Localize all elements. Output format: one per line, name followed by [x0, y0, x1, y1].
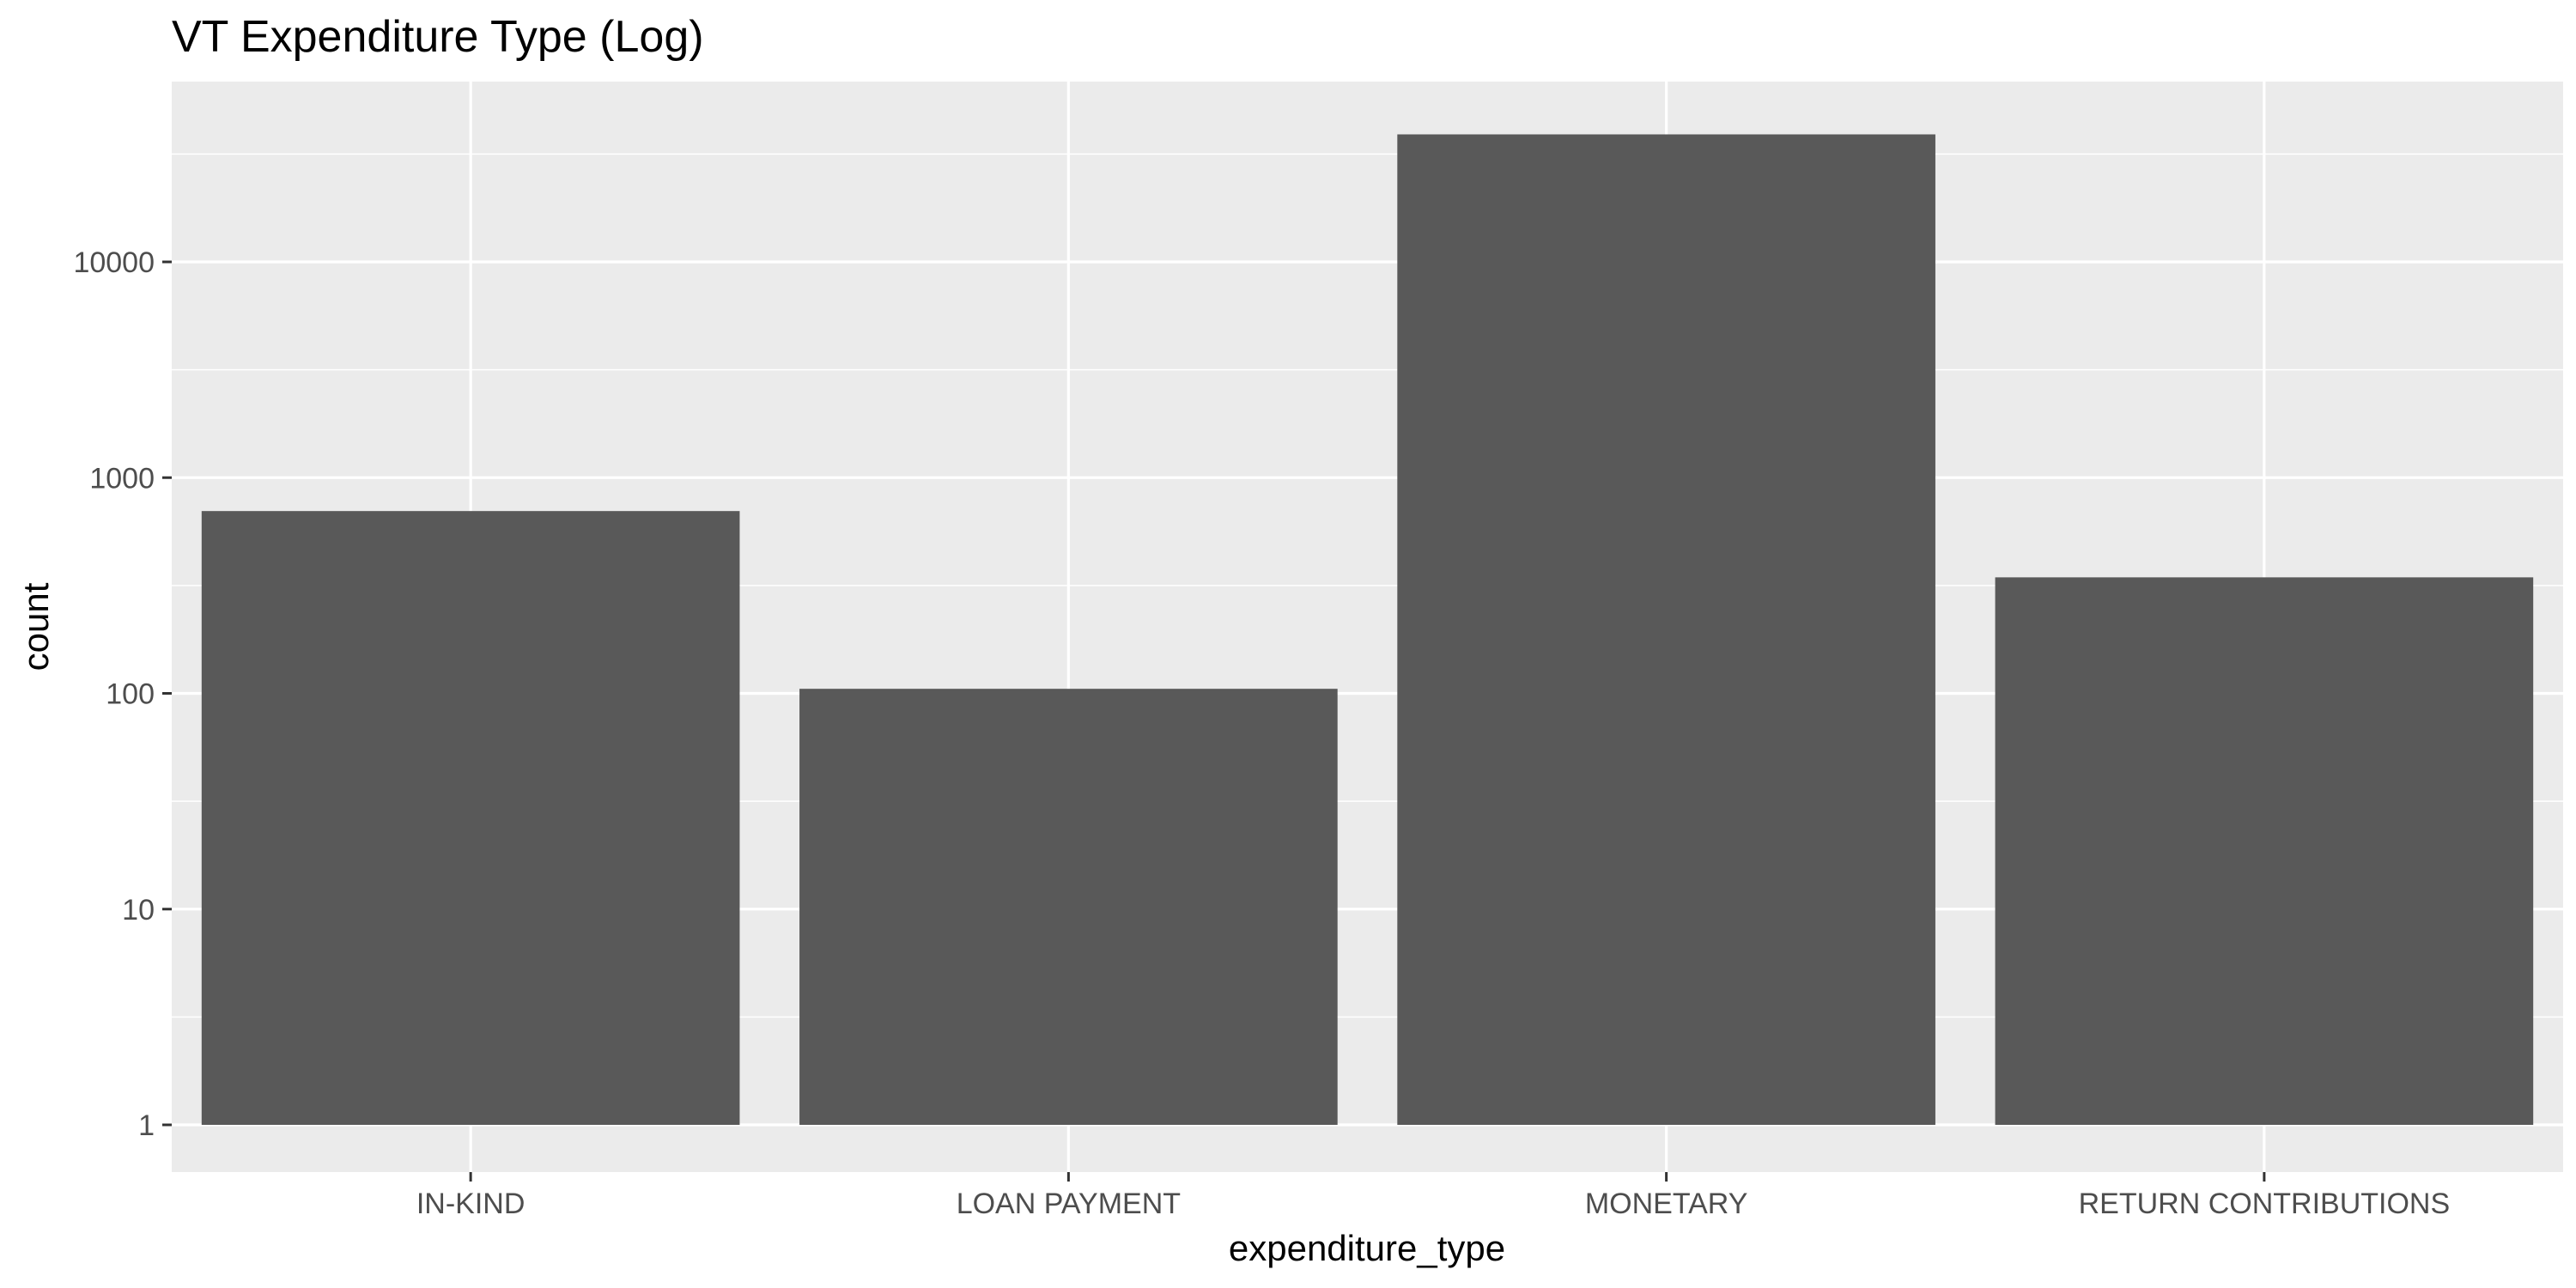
bars	[201, 134, 2534, 1126]
y-axis: 1 10 100 1000 10000	[73, 246, 172, 1142]
x-tick-label: MONETARY	[1585, 1188, 1748, 1220]
bar	[1995, 577, 2534, 1125]
y-tick-label: 10	[122, 894, 155, 927]
x-tick-label: RETURN CONTRIBUTIONS	[2079, 1188, 2451, 1220]
y-tick-label: 10000	[73, 246, 155, 279]
chart-title: VT Expenditure Type (Log)	[172, 12, 704, 62]
y-tick-label: 1000	[89, 462, 155, 495]
x-tick-label: LOAN PAYMENT	[957, 1188, 1181, 1220]
bar	[799, 689, 1338, 1125]
x-tick-label: IN-KIND	[416, 1188, 526, 1220]
y-tick-label: 100	[106, 678, 155, 711]
y-tick-label: 1	[138, 1109, 155, 1142]
bar	[201, 511, 740, 1125]
x-axis: IN-KIND LOAN PAYMENT MONETARY RETURN CONTRI…	[416, 1172, 2450, 1220]
bar	[1397, 134, 1935, 1126]
y-axis-title: count	[15, 582, 56, 671]
x-axis-title: expenditure_type	[1229, 1228, 1505, 1268]
